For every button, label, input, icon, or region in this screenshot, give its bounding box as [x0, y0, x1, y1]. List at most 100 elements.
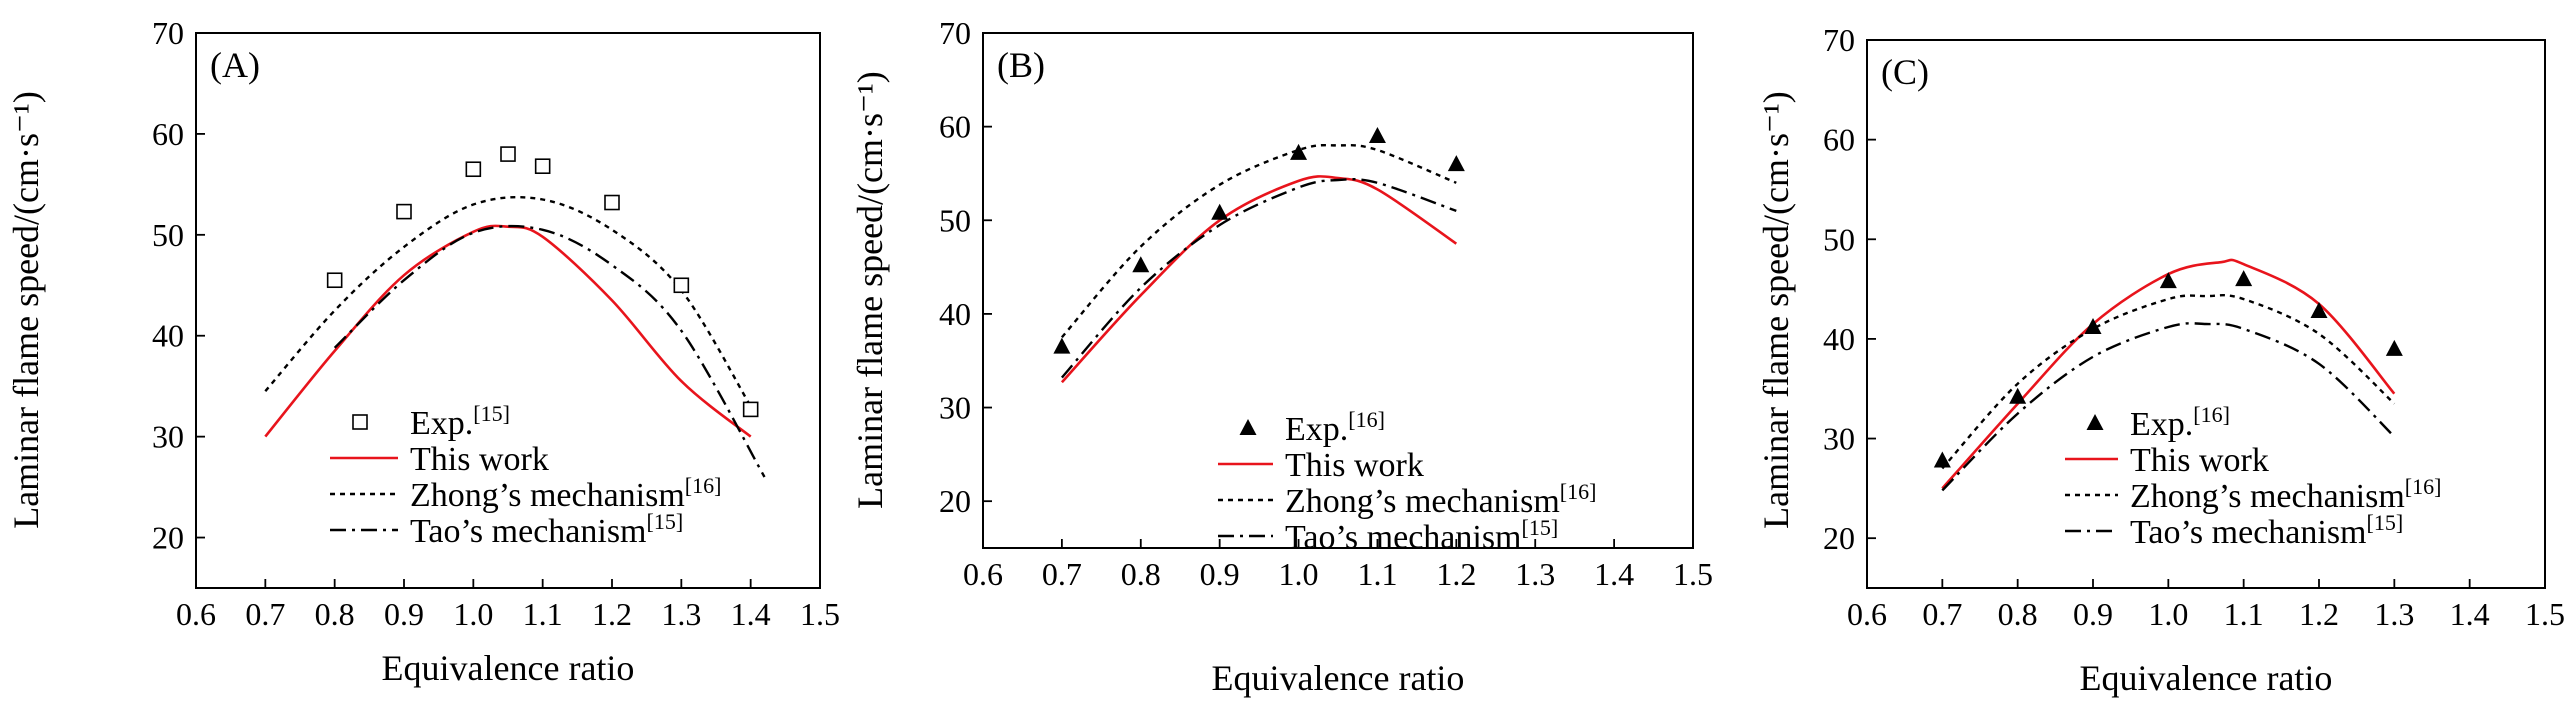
x-tick-label: 1.1: [1357, 556, 1397, 592]
exp-data-point: [1290, 143, 1308, 160]
y-tick-label: 50: [939, 202, 971, 238]
exp-data-point: [2009, 387, 2027, 404]
legend-label: Exp.[16]: [2130, 402, 2230, 443]
exp-data-point: [742, 401, 759, 418]
x-tick-label: 0.9: [384, 596, 424, 632]
x-tick-label: 1.1: [2224, 596, 2264, 632]
exp-data-point: [2385, 339, 2403, 356]
series-line-zhong-s-mechanism: [264, 195, 752, 408]
y-tick-label: 70: [152, 15, 184, 51]
exp-data-point: [396, 203, 412, 220]
y-tick-label: 70: [1823, 22, 1855, 58]
exp-data-point: [326, 272, 343, 289]
exp-data-point: [1053, 337, 1071, 354]
exp-data-point: [500, 146, 516, 162]
exp-data-point: [673, 277, 690, 294]
chart-panel-c: 0.6 0.7 0.8 0.9 1.0 1.1 1.2 1.3 1.4 1.5 20 30 40 50 60…: [1756, 22, 2565, 698]
y-tick-label: 20: [152, 520, 184, 556]
y-tick-label: 30: [1823, 421, 1855, 457]
exp-data-point: [1447, 155, 1465, 172]
x-tick-label: 1.4: [731, 596, 771, 632]
series-line-this-work: [1060, 175, 1458, 384]
y-tick-label: 20: [939, 483, 971, 519]
legend-label: Exp.[16]: [1285, 407, 1385, 448]
series-line-tao-s-mechanism: [333, 224, 766, 478]
y-tick-label: 60: [1823, 122, 1855, 158]
legend-ref: [16]: [2405, 474, 2442, 499]
y-axis-title: Laminar flame speed/(cm·s⁻¹): [850, 71, 890, 509]
plot-frame: [195, 32, 821, 589]
x-tick-label: 1.1: [523, 596, 563, 632]
exp-data-point: [465, 161, 482, 178]
legend-ref: [16]: [2193, 402, 2230, 427]
exp-data-point: [1933, 451, 1951, 468]
legend-label: Zhong’s mechanism[16]: [410, 473, 721, 514]
legend-label: Tao’s mechanism[15]: [410, 509, 683, 550]
y-axis-title: Laminar flame speed/(cm·s⁻¹): [1756, 91, 1796, 529]
legend-label: This work: [1285, 447, 1424, 484]
legend-ref: [15]: [473, 401, 510, 426]
y-tick-label: 60: [152, 116, 184, 152]
legend-ref: [15]: [1522, 515, 1559, 540]
plot-frame: [982, 32, 1694, 549]
exp-data-point: [2084, 317, 2102, 334]
exp-data-point: [2159, 272, 2177, 289]
exp-data-point: [534, 158, 551, 174]
panel-label: (B): [997, 45, 1045, 85]
x-tick-label: 0.7: [245, 596, 285, 632]
legend-label: This work: [410, 441, 549, 478]
series-line-tao-s-mechanism: [1060, 177, 1457, 379]
exp-data-point: [604, 194, 620, 211]
legend-label: Exp.[15]: [410, 401, 510, 442]
x-tick-label: 0.7: [1042, 556, 1082, 592]
x-tick-label: 0.9: [2073, 596, 2113, 632]
y-tick-label: 30: [939, 390, 971, 426]
x-tick-label: 1.3: [2374, 596, 2414, 632]
x-axis-title: Equivalence ratio: [2080, 658, 2333, 698]
x-tick-label: 0.8: [1121, 556, 1161, 592]
x-tick-label: 1.5: [800, 596, 840, 632]
exp-data-point: [1368, 127, 1386, 143]
legend-label: Zhong’s mechanism[16]: [2130, 474, 2441, 515]
legend-label: This work: [2130, 442, 2269, 479]
x-tick-label: 0.6: [1847, 596, 1887, 632]
legend-ref: [16]: [685, 473, 722, 498]
x-tick-label: 1.0: [1279, 556, 1319, 592]
x-tick-label: 0.6: [176, 596, 216, 632]
y-tick-label: 60: [939, 109, 971, 145]
legend-ref: [16]: [1348, 407, 1385, 432]
x-tick-label: 1.2: [2299, 596, 2339, 632]
x-tick-label: 1.4: [2450, 596, 2490, 632]
x-tick-label: 0.8: [1998, 596, 2038, 632]
series-line-tao-s-mechanism: [1941, 322, 2396, 492]
series-line-zhong-s-mechanism: [1941, 294, 2396, 470]
y-axis-title: Laminar flame speed/(cm·s⁻¹): [6, 91, 46, 529]
panel-label: (A): [210, 45, 260, 85]
legend-marker-exp: [352, 414, 368, 430]
plot-frame: [1866, 39, 2546, 589]
x-tick-label: 0.7: [1922, 596, 1962, 632]
exp-data-point: [1132, 256, 1150, 273]
legend-ref: [16]: [1560, 479, 1597, 504]
series-line-zhong-s-mechanism: [1060, 143, 1457, 339]
legend-label: Zhong’s mechanism[16]: [1285, 479, 1596, 520]
exp-data-point: [2310, 302, 2328, 319]
y-tick-label: 70: [939, 15, 971, 51]
x-tick-label: 1.3: [661, 596, 701, 632]
legend-marker-exp: [2086, 414, 2104, 430]
exp-data-point: [2235, 270, 2253, 287]
legend-label: Tao’s mechanism[15]: [2130, 510, 2403, 551]
x-tick-label: 1.3: [1515, 556, 1555, 592]
x-tick-label: 1.0: [453, 596, 493, 632]
x-tick-label: 1.0: [2148, 596, 2188, 632]
legend-marker-exp: [1239, 419, 1257, 435]
x-tick-label: 1.5: [2525, 596, 2565, 632]
y-tick-label: 50: [1823, 221, 1855, 257]
chart-panel-a: 0.6 0.7 0.8 0.9 1.0 1.1 1.2 1.3 1.4 1.5 20 30 40 50 60…: [6, 15, 840, 688]
legend-ref: [15]: [2367, 510, 2404, 535]
legend-label: Tao’s mechanism[15]: [1285, 515, 1558, 556]
